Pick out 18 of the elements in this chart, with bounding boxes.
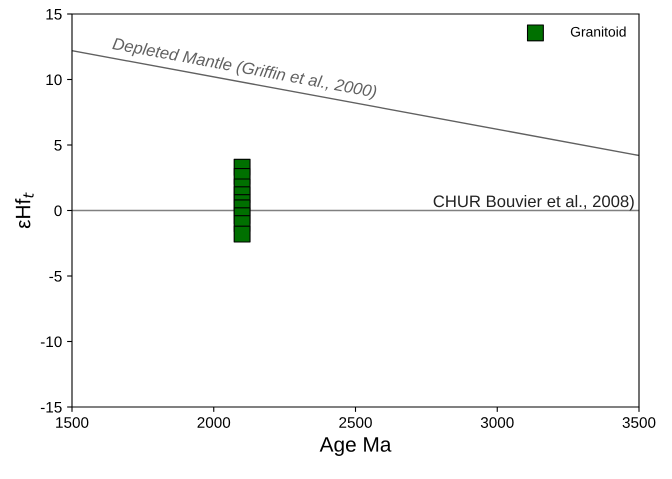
y-tick-label: 0 [54,205,62,216]
x-axis-title: Age Ma [320,437,392,456]
x-tick-label: 2000 [198,417,230,428]
legend-label: Granitoid [570,26,626,37]
x-tick-label: 3500 [622,417,656,428]
y-axis-title: εHf$_{t}$ [15,192,34,228]
y-tick-label: -5 [49,271,62,282]
y-tick-label: -15 [40,402,62,413]
text: Depleted Mantle (Griffin et al., 2000) [112,37,378,101]
point [234,226,251,243]
y-tick-label: -10 [40,336,62,348]
y-tick-label: 10 [46,74,62,86]
x-tick-label: 3000 [480,417,514,428]
x-tick-label: 1500 [56,417,88,428]
y-tick-label: 5 [54,140,62,151]
x-tick-label: 2500 [339,417,372,428]
ref-line-label: CHUR Bouvier et al., 2008) [434,194,634,210]
y-tick-label: 15 [46,9,62,20]
